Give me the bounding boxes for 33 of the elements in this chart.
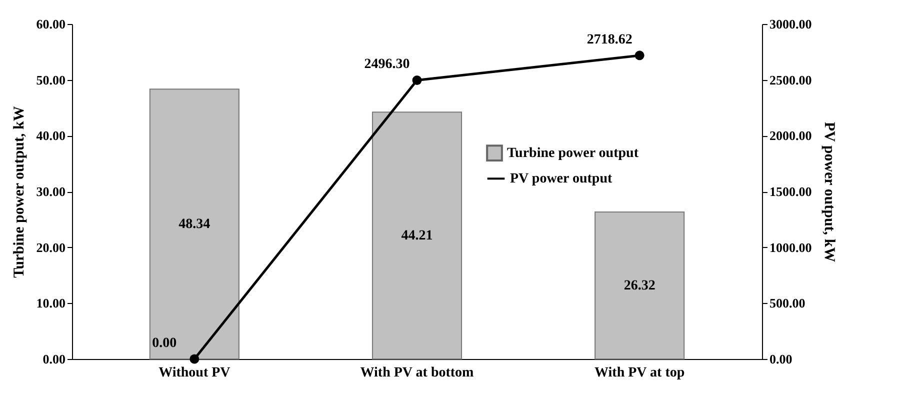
legend-label: Turbine power output (507, 146, 639, 162)
data-label: 44.21 (401, 228, 433, 244)
legend-label: PV power output (510, 172, 612, 187)
y2-tick-label: 0.00 (770, 352, 792, 366)
data-label: 2718.62 (586, 32, 632, 48)
point (634, 50, 644, 60)
y2-tick-label: 2000.00 (770, 128, 812, 144)
data-label: 26.32 (624, 278, 656, 294)
y-tick-label: 30.00 (36, 184, 66, 199)
y-tick-label: 40.00 (36, 128, 66, 144)
x-tick-label: With PV at bottom (360, 366, 474, 380)
y-tick-label: 0.00 (42, 352, 66, 366)
y2-tick-label: 2500.00 (770, 72, 812, 88)
y2-tick-label: 1500.00 (770, 184, 812, 199)
y-tick-label: 10.00 (36, 296, 66, 311)
y2-tick-label: 1000.00 (770, 240, 812, 255)
y2-tick-label: 500.00 (770, 296, 806, 311)
y-tick-label: 50.00 (36, 72, 66, 88)
data-label: 2496.30 (364, 57, 410, 72)
y-axis-title: Turbine power output, kW (11, 106, 28, 278)
bar (372, 112, 462, 360)
point (412, 76, 422, 85)
data-label: 0.00 (152, 336, 177, 351)
data-label: 48.34 (178, 217, 210, 232)
x-tick-label: Without PV (158, 366, 230, 380)
bar (149, 88, 240, 360)
x-tick-label: With PV at top (594, 366, 685, 380)
y2-tick-label: 3000.00 (770, 16, 812, 32)
point (190, 354, 200, 364)
bar (594, 212, 685, 360)
y-tick-label: 60.00 (36, 16, 66, 32)
y2-axis-title: PV power output, kW (820, 122, 837, 262)
y-tick-label: 20.00 (36, 240, 66, 255)
